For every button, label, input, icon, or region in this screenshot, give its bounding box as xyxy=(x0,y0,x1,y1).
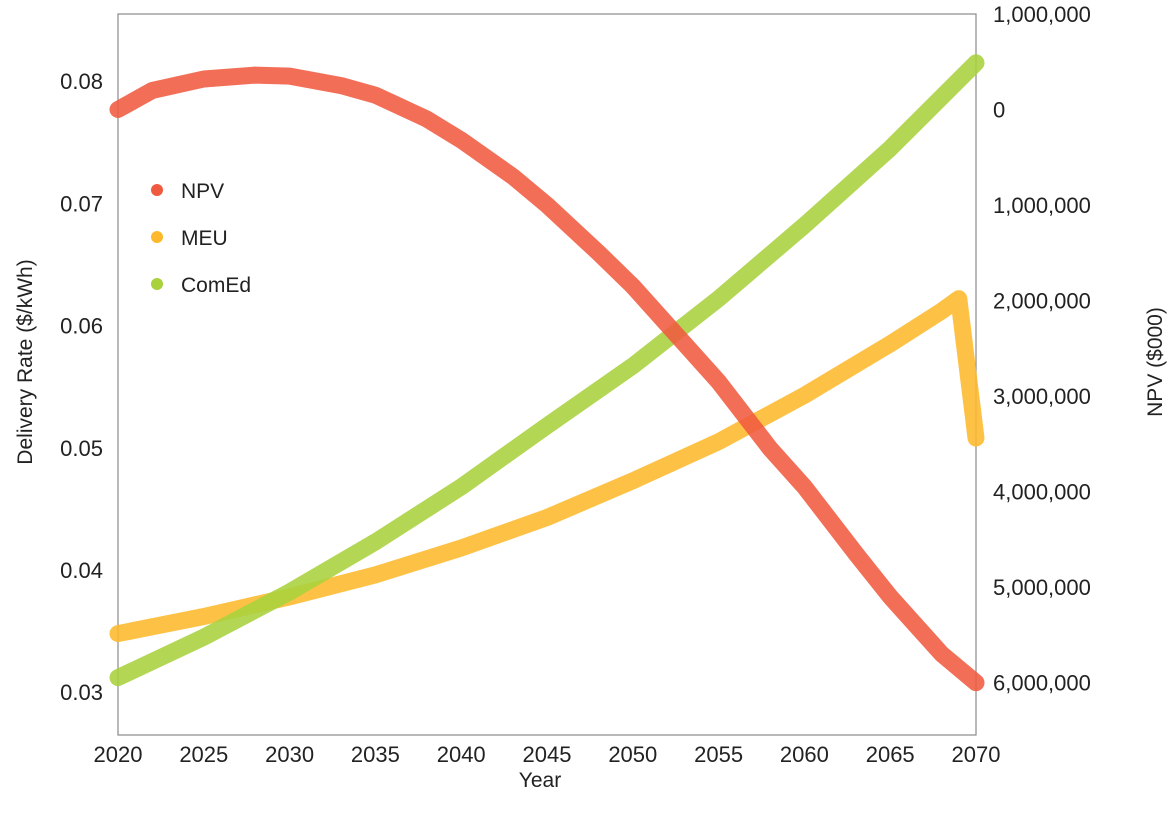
y-tick-label: 0.04 xyxy=(60,558,103,583)
x-axis-ticks: 2020 2025 2030 2035 2040 2045 2050 2055 2060 2065… xyxy=(94,742,1001,767)
y2-tick-label: 4,000,000 xyxy=(993,480,1091,505)
x-axis-title: Year xyxy=(519,769,561,792)
x-tick-label: 2050 xyxy=(608,742,657,767)
legend: NPV MEU ComEd xyxy=(151,180,251,297)
y2-tick-label: 6,000,000 xyxy=(993,671,1091,696)
series-line-npv xyxy=(109,66,985,692)
y2-axis-title: NPV ($000) xyxy=(1144,307,1167,417)
y2-axis-ticks: 1,000,000 0 1,000,000 2,000,000 3,000,000 4,0… xyxy=(993,2,1091,696)
legend-marker-meu xyxy=(151,231,163,243)
y2-tick-label: 1,000,000 xyxy=(993,2,1091,27)
x-tick-label: 2060 xyxy=(780,742,829,767)
series-line-meu xyxy=(109,290,985,643)
y2-tick-label: 2,000,000 xyxy=(993,289,1091,314)
series-line-comed xyxy=(109,54,985,687)
legend-marker-npv xyxy=(151,184,163,196)
legend-label-npv: NPV xyxy=(181,180,224,203)
x-tick-label: 2030 xyxy=(265,742,314,767)
legend-marker-comed xyxy=(151,278,163,290)
x-tick-label: 2045 xyxy=(523,742,572,767)
y-tick-label: 0.05 xyxy=(60,436,103,461)
x-tick-label: 2040 xyxy=(437,742,486,767)
y-tick-label: 0.07 xyxy=(60,191,103,216)
y-axis-ticks: 0.03 0.04 0.05 0.06 0.07 0.08 xyxy=(60,69,103,705)
x-tick-label: 2020 xyxy=(94,742,143,767)
series-layer xyxy=(109,54,985,692)
y-axis-title: Delivery Rate ($/kWh) xyxy=(14,259,37,464)
y-tick-label: 0.06 xyxy=(60,314,103,339)
legend-label-meu: MEU xyxy=(181,227,228,250)
x-tick-label: 2035 xyxy=(351,742,400,767)
y2-tick-label: 3,000,000 xyxy=(993,384,1091,409)
y2-tick-label: 0 xyxy=(993,98,1005,123)
y-tick-label: 0.03 xyxy=(60,680,103,705)
x-tick-label: 2025 xyxy=(179,742,228,767)
x-tick-label: 2070 xyxy=(952,742,1001,767)
y2-tick-label: 1,000,000 xyxy=(993,193,1091,218)
y-tick-label: 0.08 xyxy=(60,69,103,94)
x-tick-label: 2055 xyxy=(694,742,743,767)
x-tick-label: 2065 xyxy=(866,742,915,767)
y2-tick-label: 5,000,000 xyxy=(993,575,1091,600)
legend-label-comed: ComEd xyxy=(181,274,251,297)
